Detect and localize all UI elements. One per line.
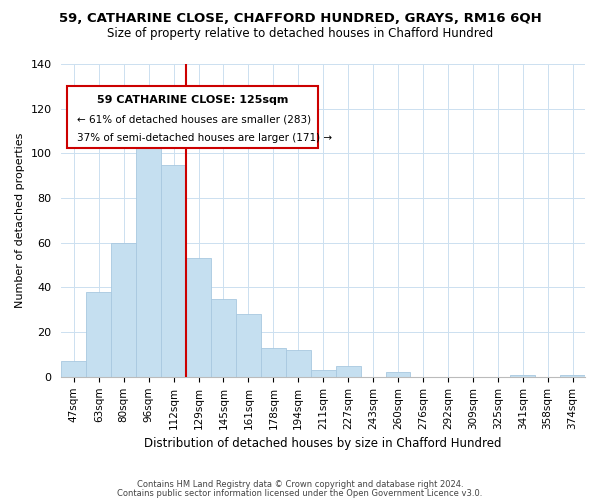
Text: 37% of semi-detached houses are larger (171) →: 37% of semi-detached houses are larger (… (77, 133, 332, 143)
Bar (186, 258, 211, 377)
Text: 59 CATHARINE CLOSE: 125sqm: 59 CATHARINE CLOSE: 125sqm (97, 96, 288, 106)
Bar (161, 164, 186, 377)
Bar (286, 350, 311, 377)
Bar (560, 374, 585, 377)
Text: Contains HM Land Registry data © Crown copyright and database right 2024.: Contains HM Land Registry data © Crown c… (137, 480, 463, 489)
Bar (111, 243, 136, 377)
FancyBboxPatch shape (67, 86, 318, 148)
Bar (261, 348, 286, 377)
Bar (136, 122, 161, 377)
Text: ← 61% of detached houses are smaller (283): ← 61% of detached houses are smaller (28… (77, 114, 311, 124)
Text: Contains public sector information licensed under the Open Government Licence v3: Contains public sector information licen… (118, 488, 482, 498)
Text: 59, CATHARINE CLOSE, CHAFFORD HUNDRED, GRAYS, RM16 6QH: 59, CATHARINE CLOSE, CHAFFORD HUNDRED, G… (59, 12, 541, 26)
X-axis label: Distribution of detached houses by size in Chafford Hundred: Distribution of detached houses by size … (145, 437, 502, 450)
Bar (386, 372, 410, 377)
Bar (335, 366, 361, 377)
Bar (510, 374, 535, 377)
Bar (311, 370, 335, 377)
Bar (86, 292, 111, 377)
Bar (211, 298, 236, 377)
Bar (236, 314, 261, 377)
Bar (61, 361, 86, 377)
Y-axis label: Number of detached properties: Number of detached properties (15, 132, 25, 308)
Text: Size of property relative to detached houses in Chafford Hundred: Size of property relative to detached ho… (107, 28, 493, 40)
